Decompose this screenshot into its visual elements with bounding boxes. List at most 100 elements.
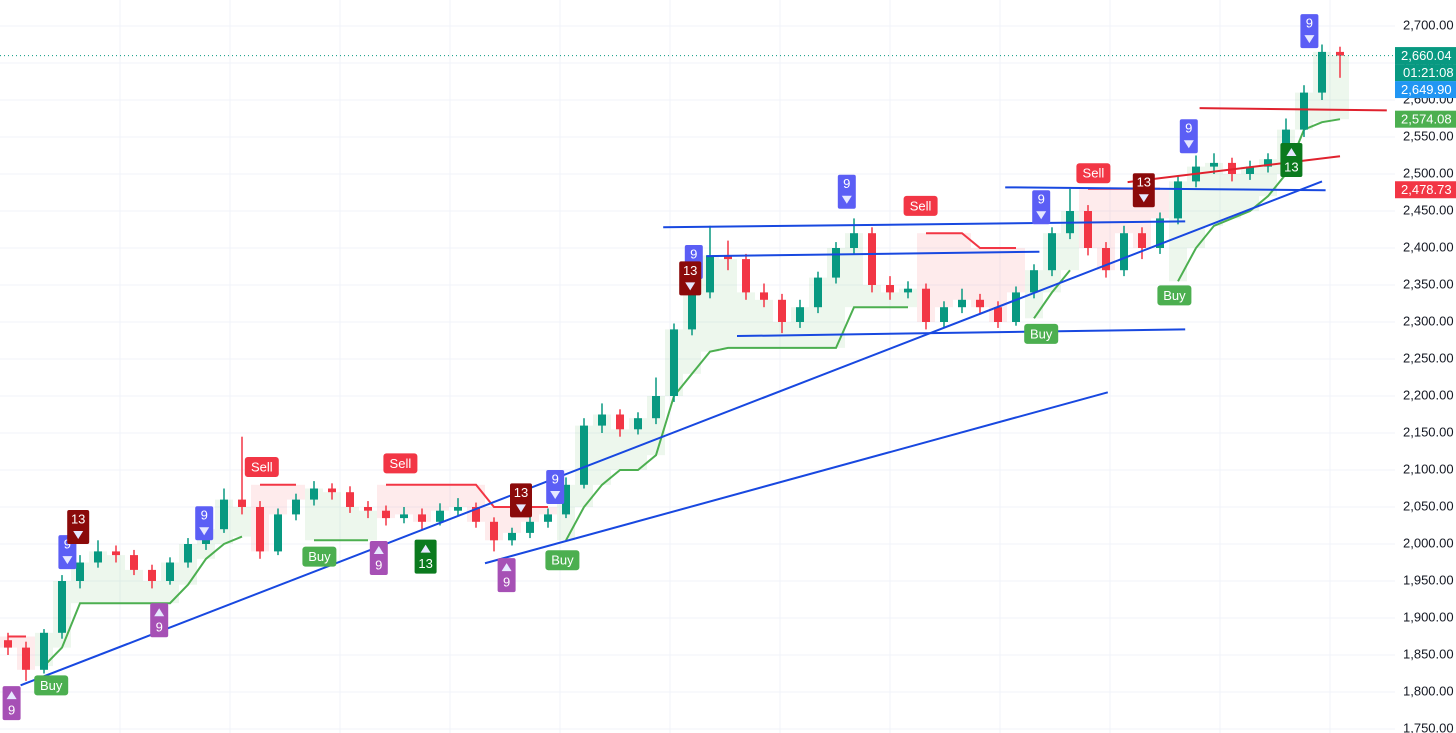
candle-body: [724, 255, 732, 260]
signal-text: 13: [1137, 175, 1151, 190]
signal-arrow: [1138, 194, 1149, 203]
signal-arrow: [516, 504, 526, 513]
y-tick-label: 2,200.00: [1403, 387, 1454, 402]
signal-box: [414, 539, 437, 574]
trend-fill: [287, 484, 305, 500]
trend-fill: [989, 248, 1007, 322]
trend-fill: [917, 233, 935, 322]
candle-body: [562, 484, 570, 515]
trend-line: [484, 391, 1109, 565]
signal-text: 9: [375, 557, 382, 572]
signal: 9: [837, 174, 856, 209]
trend-fill: [701, 255, 719, 352]
candle-body: [436, 510, 444, 522]
signal-text: Buy: [40, 678, 63, 693]
y-tick-label: 2,050.00: [1403, 498, 1454, 513]
candle-body: [670, 329, 678, 396]
candle-body: [130, 555, 138, 570]
trend-fill: [341, 507, 359, 541]
candle-body: [868, 233, 876, 285]
candle-body: [328, 488, 336, 493]
signal: 9: [1179, 119, 1198, 154]
signal-text: 13: [1284, 159, 1298, 174]
trend-fill: [1205, 162, 1223, 226]
signal-text: Buy: [1163, 288, 1186, 303]
supertrend-line: [1177, 118, 1341, 282]
trend-line: [736, 328, 1186, 338]
trend-line: [706, 250, 1040, 258]
price-label: 2,574.08: [1401, 112, 1452, 127]
candle-body: [1300, 92, 1308, 130]
candle-body: [976, 299, 984, 308]
trend-fill: [377, 484, 395, 519]
trend-fill: [125, 569, 143, 604]
trend-fill: [611, 429, 629, 470]
signal-text: Buy: [308, 549, 331, 564]
signal-text: 13: [514, 485, 528, 500]
candle-body: [652, 396, 660, 419]
signal: 13: [414, 539, 437, 574]
signal-arrow: [841, 195, 852, 204]
trend-line: [1199, 107, 1387, 112]
signal-box: [34, 675, 69, 696]
signal-text: 9: [8, 703, 15, 718]
candle-body: [598, 414, 606, 426]
candle-body: [814, 277, 822, 308]
candle-body: [544, 514, 552, 522]
signal-text: 13: [418, 556, 432, 571]
trend-fill: [1007, 248, 1025, 293]
candle-body: [796, 307, 804, 322]
signal-text: 9: [64, 537, 71, 552]
signal-text: 9: [1038, 192, 1045, 207]
trend-fill: [827, 248, 845, 348]
signal: 9: [369, 541, 388, 576]
signal-box: [1300, 14, 1319, 49]
candle-body: [148, 569, 156, 581]
signal: Buy: [1157, 285, 1192, 306]
candle-body: [472, 507, 480, 522]
signal: 9: [497, 558, 516, 593]
signal-box: [150, 603, 169, 638]
signal: 9: [1300, 14, 1319, 49]
candle-body: [274, 514, 282, 552]
signal: Buy: [302, 546, 337, 567]
signal-text: 9: [156, 620, 163, 635]
candle-body: [1030, 270, 1038, 293]
signal-arrow: [1286, 147, 1297, 156]
candle-body: [454, 507, 462, 511]
trend-fill: [305, 488, 323, 541]
trend-line: [663, 220, 1186, 229]
signal-arrow: [373, 546, 384, 555]
signal: Buy: [545, 550, 580, 571]
trend-fill: [845, 233, 863, 308]
signal: 13: [1132, 173, 1155, 208]
signal: 9: [1032, 190, 1051, 225]
signal-arrow: [501, 563, 512, 572]
signal-text: Sell: [1083, 166, 1105, 181]
signal-arrow: [62, 556, 73, 565]
candle-body: [1336, 51, 1344, 56]
signal-box: [837, 174, 856, 209]
candle-body: [526, 521, 534, 533]
candle-body: [292, 499, 300, 515]
candle-body: [688, 292, 696, 330]
signal-text: 9: [503, 575, 510, 590]
signal: 9: [195, 506, 214, 541]
trend-fill: [863, 285, 881, 308]
candle-body: [310, 488, 318, 500]
signal-text: Buy: [1030, 326, 1053, 341]
candle-body: [958, 299, 966, 308]
y-tick-label: 2,550.00: [1403, 128, 1454, 143]
trend-fill: [359, 510, 377, 541]
price-label-box: [1395, 110, 1456, 128]
candle-body: [1156, 218, 1164, 248]
candle-body: [1138, 233, 1146, 248]
trend-fill: [1151, 188, 1169, 219]
signal-arrow: [420, 544, 431, 553]
signal-box: [195, 506, 214, 541]
candle-body: [364, 507, 372, 511]
candle-body: [22, 647, 30, 670]
y-tick-label: 1,900.00: [1403, 609, 1454, 624]
candle-body: [256, 507, 264, 552]
supertrend-line: [926, 232, 1016, 249]
